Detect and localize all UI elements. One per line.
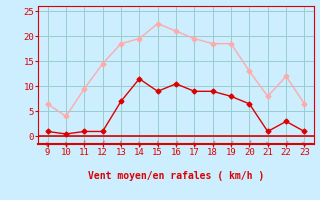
Text: ↓: ↓ (301, 140, 308, 148)
Text: ↓: ↓ (209, 140, 216, 148)
Text: ↓: ↓ (246, 140, 253, 148)
Text: ↓: ↓ (190, 140, 198, 148)
Text: ↓: ↓ (282, 140, 290, 148)
Text: ↓: ↓ (136, 141, 143, 147)
Text: ↓: ↓ (99, 141, 106, 147)
Text: ↓: ↓ (81, 141, 88, 147)
Text: ↓: ↓ (117, 140, 125, 148)
Text: ↓: ↓ (155, 141, 161, 147)
X-axis label: Vent moyen/en rafales ( km/h ): Vent moyen/en rafales ( km/h ) (88, 171, 264, 181)
Text: ↓: ↓ (62, 140, 70, 148)
Text: ↓: ↓ (227, 140, 235, 148)
Text: ↓: ↓ (44, 141, 51, 147)
Text: ↓: ↓ (173, 141, 179, 147)
Text: ↓: ↓ (264, 140, 272, 148)
